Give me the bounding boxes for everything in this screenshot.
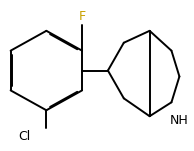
Text: NH: NH xyxy=(170,114,189,127)
Text: Cl: Cl xyxy=(18,130,31,143)
Text: F: F xyxy=(79,10,86,23)
